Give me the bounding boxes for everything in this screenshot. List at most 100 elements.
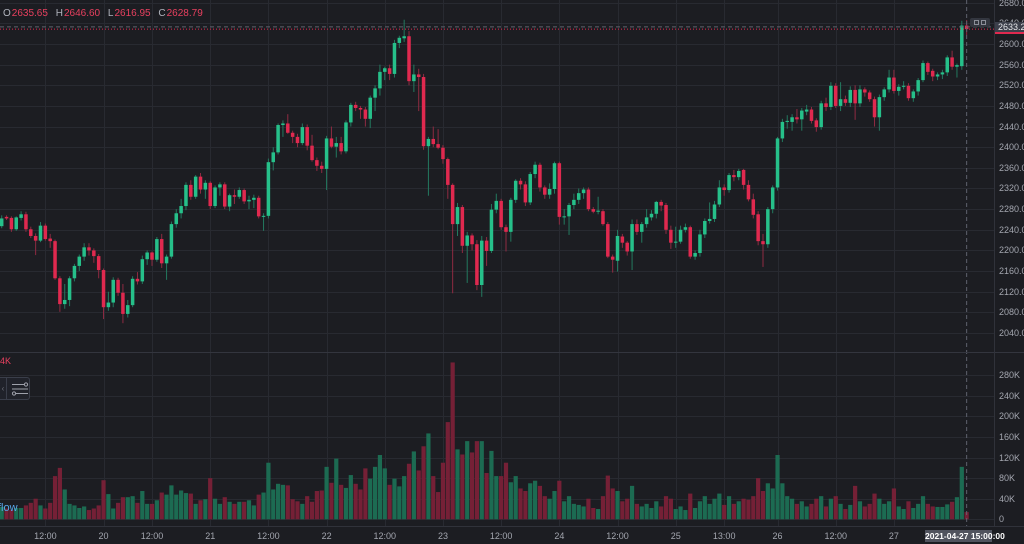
volume-bar xyxy=(722,504,727,520)
candle xyxy=(698,229,702,257)
volume-bar xyxy=(203,499,208,520)
candle xyxy=(53,239,57,280)
chevron-left-icon[interactable]: ‹ xyxy=(0,378,7,399)
candle-body xyxy=(596,210,600,212)
candle-body xyxy=(678,229,683,242)
indicator-legend-toggle-button[interactable]: ‹ xyxy=(0,377,30,400)
candle xyxy=(756,211,760,246)
candle xyxy=(431,126,436,148)
candle xyxy=(155,237,159,262)
candle xyxy=(353,101,358,112)
candle-body xyxy=(33,235,38,241)
chart-plot-area[interactable] xyxy=(0,0,994,527)
candle xyxy=(901,81,906,90)
candle xyxy=(882,87,886,101)
volume-bar xyxy=(683,510,688,520)
candle-body xyxy=(538,164,542,188)
volume-bar xyxy=(188,493,193,520)
legend-high-value: 2646.60 xyxy=(63,8,101,19)
volume-bar xyxy=(799,501,804,520)
candle-body xyxy=(751,199,756,215)
time-axis-label: 12:00 xyxy=(140,531,164,541)
candle xyxy=(591,207,596,214)
candle xyxy=(926,61,930,75)
candle xyxy=(620,233,625,248)
candle-body xyxy=(150,252,154,260)
price-axis-label: 2320.00 xyxy=(999,183,1024,194)
volume-bar xyxy=(532,480,538,520)
volume-bar xyxy=(314,491,319,520)
volume-bar xyxy=(673,509,678,520)
candle xyxy=(635,219,639,235)
price-axis-label: 2080.00 xyxy=(999,307,1024,318)
time-axis-label: 12:00 xyxy=(373,531,397,541)
volume-bar xyxy=(489,450,494,520)
volume-bar xyxy=(741,498,746,520)
price-axis-label: 2200.00 xyxy=(999,245,1024,256)
time-axis-label: 21 xyxy=(205,531,216,541)
candle xyxy=(130,276,135,308)
candle-body xyxy=(601,211,605,225)
volume-bar xyxy=(857,501,863,520)
volume-bar xyxy=(925,503,930,520)
chart-canvas[interactable] xyxy=(0,0,994,527)
candle-body xyxy=(872,99,877,118)
price-axis-label: 2520.00 xyxy=(999,80,1024,91)
volume-bar xyxy=(77,507,82,520)
candle-body xyxy=(213,187,217,207)
candle xyxy=(669,225,673,249)
candle xyxy=(470,233,474,251)
volume-bar xyxy=(848,504,853,520)
candle-body xyxy=(431,138,436,145)
candle-body xyxy=(111,279,115,303)
volume-bar xyxy=(591,507,596,520)
candle-body xyxy=(116,279,120,293)
candle-body xyxy=(276,125,280,153)
pane-separator[interactable] xyxy=(0,352,1024,353)
candle xyxy=(286,114,290,134)
volume-bar xyxy=(266,462,271,520)
candle-body xyxy=(465,235,469,246)
candle-body xyxy=(829,85,833,107)
candle-body xyxy=(353,104,358,108)
candle-body xyxy=(484,240,489,251)
candle xyxy=(596,196,600,215)
candle-body xyxy=(504,227,508,232)
candle-body xyxy=(416,74,421,78)
candle xyxy=(746,180,751,202)
volume-bar xyxy=(290,499,295,520)
volume-axis-label: 80K xyxy=(999,473,1016,484)
candle xyxy=(678,225,683,244)
candle xyxy=(892,69,896,94)
volume-bar xyxy=(38,505,43,520)
candle xyxy=(276,123,280,155)
candle-body xyxy=(58,278,62,305)
volume-bar xyxy=(48,502,53,520)
volume-bar xyxy=(571,503,576,520)
candle xyxy=(921,60,925,83)
candle-body xyxy=(761,241,765,245)
candle-body xyxy=(513,180,518,200)
candle-body xyxy=(29,229,33,236)
candle xyxy=(863,87,867,97)
candle-body xyxy=(712,204,717,219)
volume-bar xyxy=(736,501,741,520)
square-icon xyxy=(974,20,979,25)
volume-bar xyxy=(426,433,431,520)
candle xyxy=(43,223,48,241)
candle xyxy=(625,241,629,256)
legend-low: L2616.95 xyxy=(107,8,151,19)
price-axis[interactable]: 2680.002640.002600.002560.002520.002480.… xyxy=(994,0,1024,527)
crosshair-plus-button[interactable] xyxy=(970,18,990,27)
candle xyxy=(67,276,72,307)
candle xyxy=(281,120,285,137)
candle xyxy=(319,161,324,174)
volume-axis-label: 40K xyxy=(999,493,1016,504)
volume-bar xyxy=(528,483,533,520)
time-axis[interactable]: 27 12:00 26 13:00 25 12:00 24 12:00 23 12:00 22 12:… xyxy=(0,526,1024,544)
time-axis-label: 13:00 xyxy=(712,531,736,541)
candle-body xyxy=(901,85,906,87)
candle xyxy=(242,188,246,204)
candle xyxy=(387,64,392,81)
candle xyxy=(838,82,843,112)
